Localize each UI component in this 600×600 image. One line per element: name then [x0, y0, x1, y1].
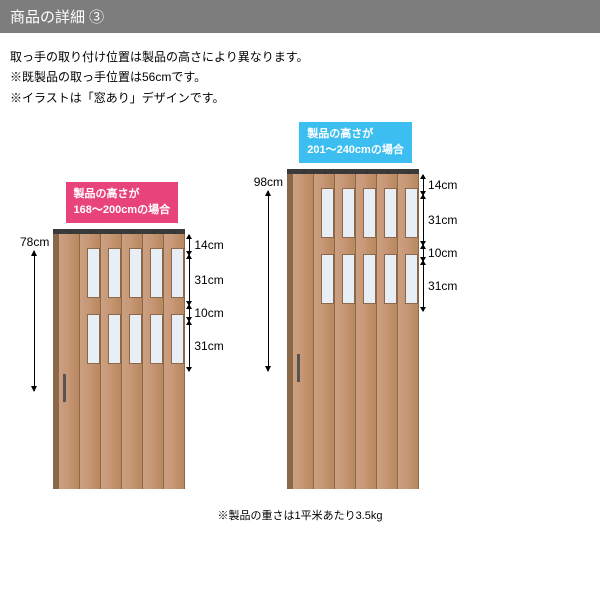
door1 [53, 229, 185, 489]
window [87, 248, 100, 298]
door-handle [297, 354, 300, 382]
window [384, 188, 397, 238]
window [321, 254, 334, 304]
window [87, 314, 100, 364]
section-header: 商品の詳細 ③ [0, 0, 600, 33]
footer-note: ※製品の重さは1平米あたり3.5kg [10, 507, 590, 523]
door2 [287, 169, 419, 489]
desc-line: ※既製品の取っ手位置は56cmです。 [10, 67, 590, 87]
door2-label: 製品の高さが 201～240cmの場合 [299, 122, 412, 163]
door-block-1: 製品の高さが 168～200cmの場合 78cm 14cm 31cm 10cm … [20, 182, 224, 489]
window [150, 248, 163, 298]
header-title: 商品の詳細 ③ [10, 9, 104, 26]
desc-line: ※イラストは「窓あり」デザインです。 [10, 88, 590, 108]
window [384, 254, 397, 304]
content: 取っ手の取り付け位置は製品の高さにより異なります。 ※既製品の取っ手位置は56c… [0, 33, 600, 537]
window [171, 314, 184, 364]
description: 取っ手の取り付け位置は製品の高さにより異なります。 ※既製品の取っ手位置は56c… [10, 47, 590, 108]
door2-dim-left: 98cm [254, 169, 283, 371]
window [129, 314, 142, 364]
window [171, 248, 184, 298]
door1-dim-left: 78cm [20, 229, 49, 391]
door2-wrap: 98cm 14cm 31cm 10cm 31cm [254, 169, 458, 489]
window [405, 254, 418, 304]
door2-dim-right: 14cm 31cm 10cm 31cm [423, 169, 457, 311]
window [342, 188, 355, 238]
door-handle [63, 374, 66, 402]
window [321, 188, 334, 238]
window [405, 188, 418, 238]
window [108, 248, 121, 298]
window [150, 314, 163, 364]
door-block-2: 製品の高さが 201～240cmの場合 98cm 14cm 31cm 10cm … [254, 122, 458, 489]
window [108, 314, 121, 364]
window [363, 254, 376, 304]
door1-dim-right: 14cm 31cm 10cm 31cm [189, 229, 223, 371]
window [342, 254, 355, 304]
door-diagrams: 製品の高さが 168～200cmの場合 78cm 14cm 31cm 10cm … [10, 122, 590, 489]
door1-wrap: 78cm 14cm 31cm 10cm 31cm [20, 229, 224, 489]
door1-label: 製品の高さが 168～200cmの場合 [66, 182, 179, 223]
window [363, 188, 376, 238]
desc-line: 取っ手の取り付け位置は製品の高さにより異なります。 [10, 47, 590, 67]
window [129, 248, 142, 298]
